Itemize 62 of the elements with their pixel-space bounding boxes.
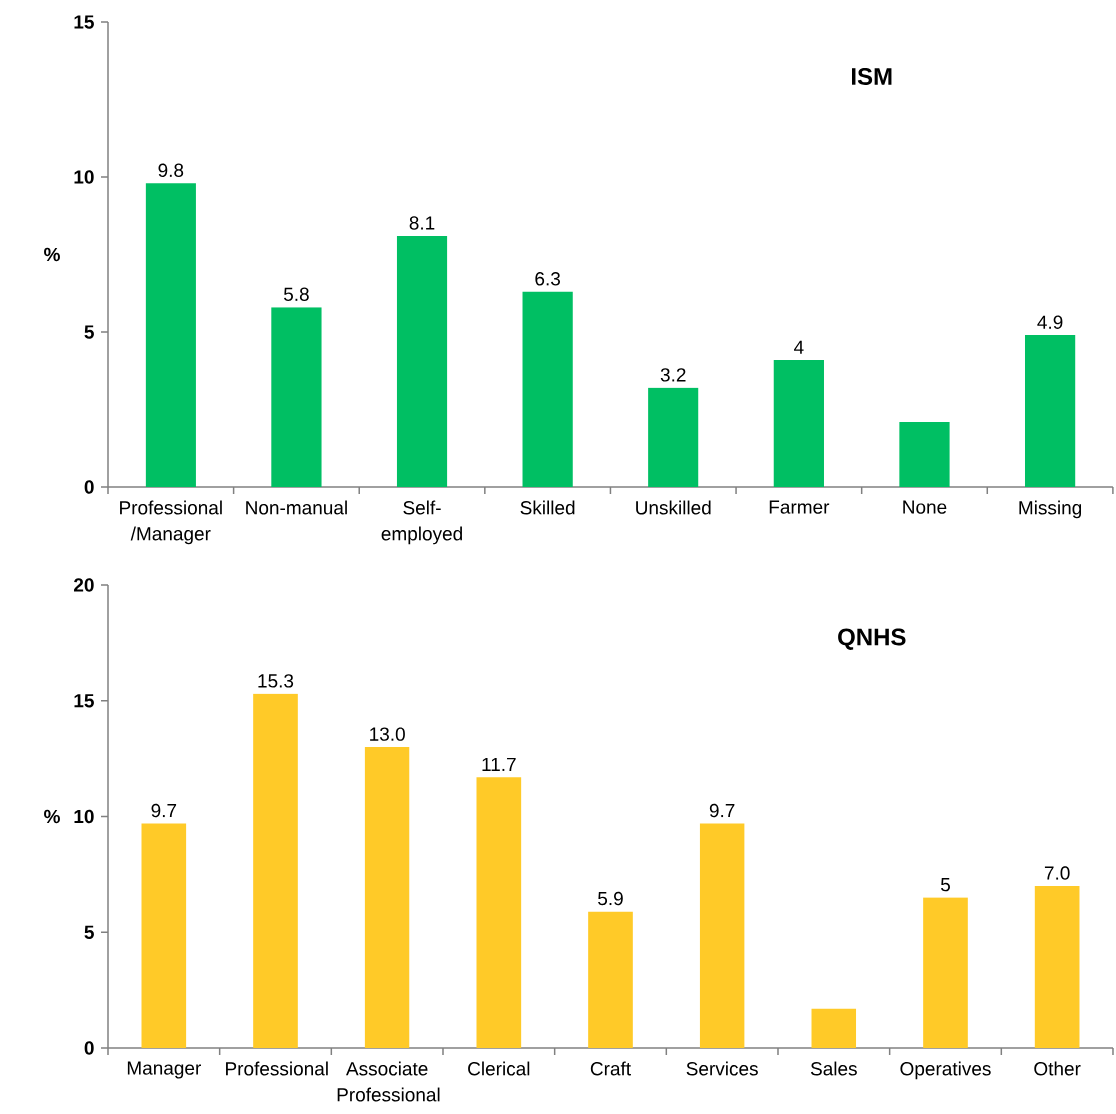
- data-label: 15.3: [258, 674, 294, 688]
- y-tick-label: 10: [74, 809, 94, 824]
- x-tick-label: Operatives: [900, 1061, 991, 1080]
- y-tick-label: 0: [84, 480, 94, 494]
- bar: [396, 235, 448, 488]
- data-label: 3.2: [660, 368, 686, 382]
- data-label: 8.1: [409, 216, 435, 230]
- text: QNHS: [838, 628, 906, 650]
- x-tick-label: Unskilled: [636, 500, 711, 515]
- x-tick-label: Professional /Manager: [120, 500, 222, 545]
- data-label: 5.8: [283, 287, 309, 302]
- bar: [923, 897, 968, 1049]
- data-label: 4: [794, 340, 804, 354]
- y-axis-title: %: [44, 809, 60, 824]
- y-tick-label: 0: [84, 1041, 94, 1055]
- x-tick-label: Self-employed: [381, 500, 462, 545]
- x-tick-label: Services: [686, 1061, 758, 1076]
- bar: [648, 387, 699, 488]
- bar: [476, 777, 522, 1049]
- bar: [253, 693, 298, 1049]
- bar: [899, 421, 950, 488]
- x-tick-label: Sales: [810, 1061, 857, 1076]
- data-label: 7.0: [1044, 866, 1070, 880]
- y-tick-label: 20: [73, 578, 94, 592]
- x-tick-label: Skilled: [520, 500, 575, 515]
- bar: [1034, 885, 1080, 1049]
- annotation: 5: [940, 878, 950, 892]
- data-label: 5.9: [598, 891, 623, 906]
- x-tick-label: Farmer: [769, 500, 830, 514]
- bar: [699, 823, 745, 1049]
- x-tick-label: Craft: [590, 1061, 631, 1076]
- x-tick-label: Non-manual: [246, 500, 347, 515]
- bar: [364, 747, 410, 1049]
- x-tick-label: Missing: [1019, 500, 1082, 519]
- y-tick-label: 5: [84, 325, 94, 339]
- x-tick-label: Manager: [127, 1061, 201, 1079]
- y-axis-title: %: [44, 247, 60, 262]
- bar: [145, 183, 196, 488]
- bar: [1024, 335, 1076, 488]
- x-tick-label: Professional: [226, 1061, 328, 1076]
- y-tick-label: 5: [84, 925, 94, 939]
- data-label: 6.3: [535, 272, 560, 286]
- data-label: 4.9: [1037, 315, 1063, 329]
- text: ISM: [851, 67, 892, 85]
- data-label: 11.7: [482, 757, 516, 771]
- bar: [271, 307, 322, 488]
- x-tick-label: Clerical: [468, 1061, 530, 1076]
- y-tick-label: 10: [74, 170, 94, 184]
- x-tick-label: Associate Professional: [337, 1061, 440, 1102]
- data-label: 9.7: [709, 803, 735, 818]
- x-tick-label: None: [903, 500, 947, 514]
- data-label: 13.0: [370, 727, 405, 741]
- bar: [773, 359, 824, 488]
- data-label: 9.8: [158, 163, 184, 178]
- data-label: 9.7: [151, 803, 177, 818]
- bar: [141, 823, 187, 1049]
- bar: [522, 291, 573, 488]
- x-tick-label: Other: [1034, 1061, 1081, 1076]
- bar: [811, 1008, 857, 1049]
- bar: [588, 911, 633, 1049]
- y-tick-label: 15: [74, 15, 94, 29]
- y-tick-label: 15: [74, 694, 94, 708]
